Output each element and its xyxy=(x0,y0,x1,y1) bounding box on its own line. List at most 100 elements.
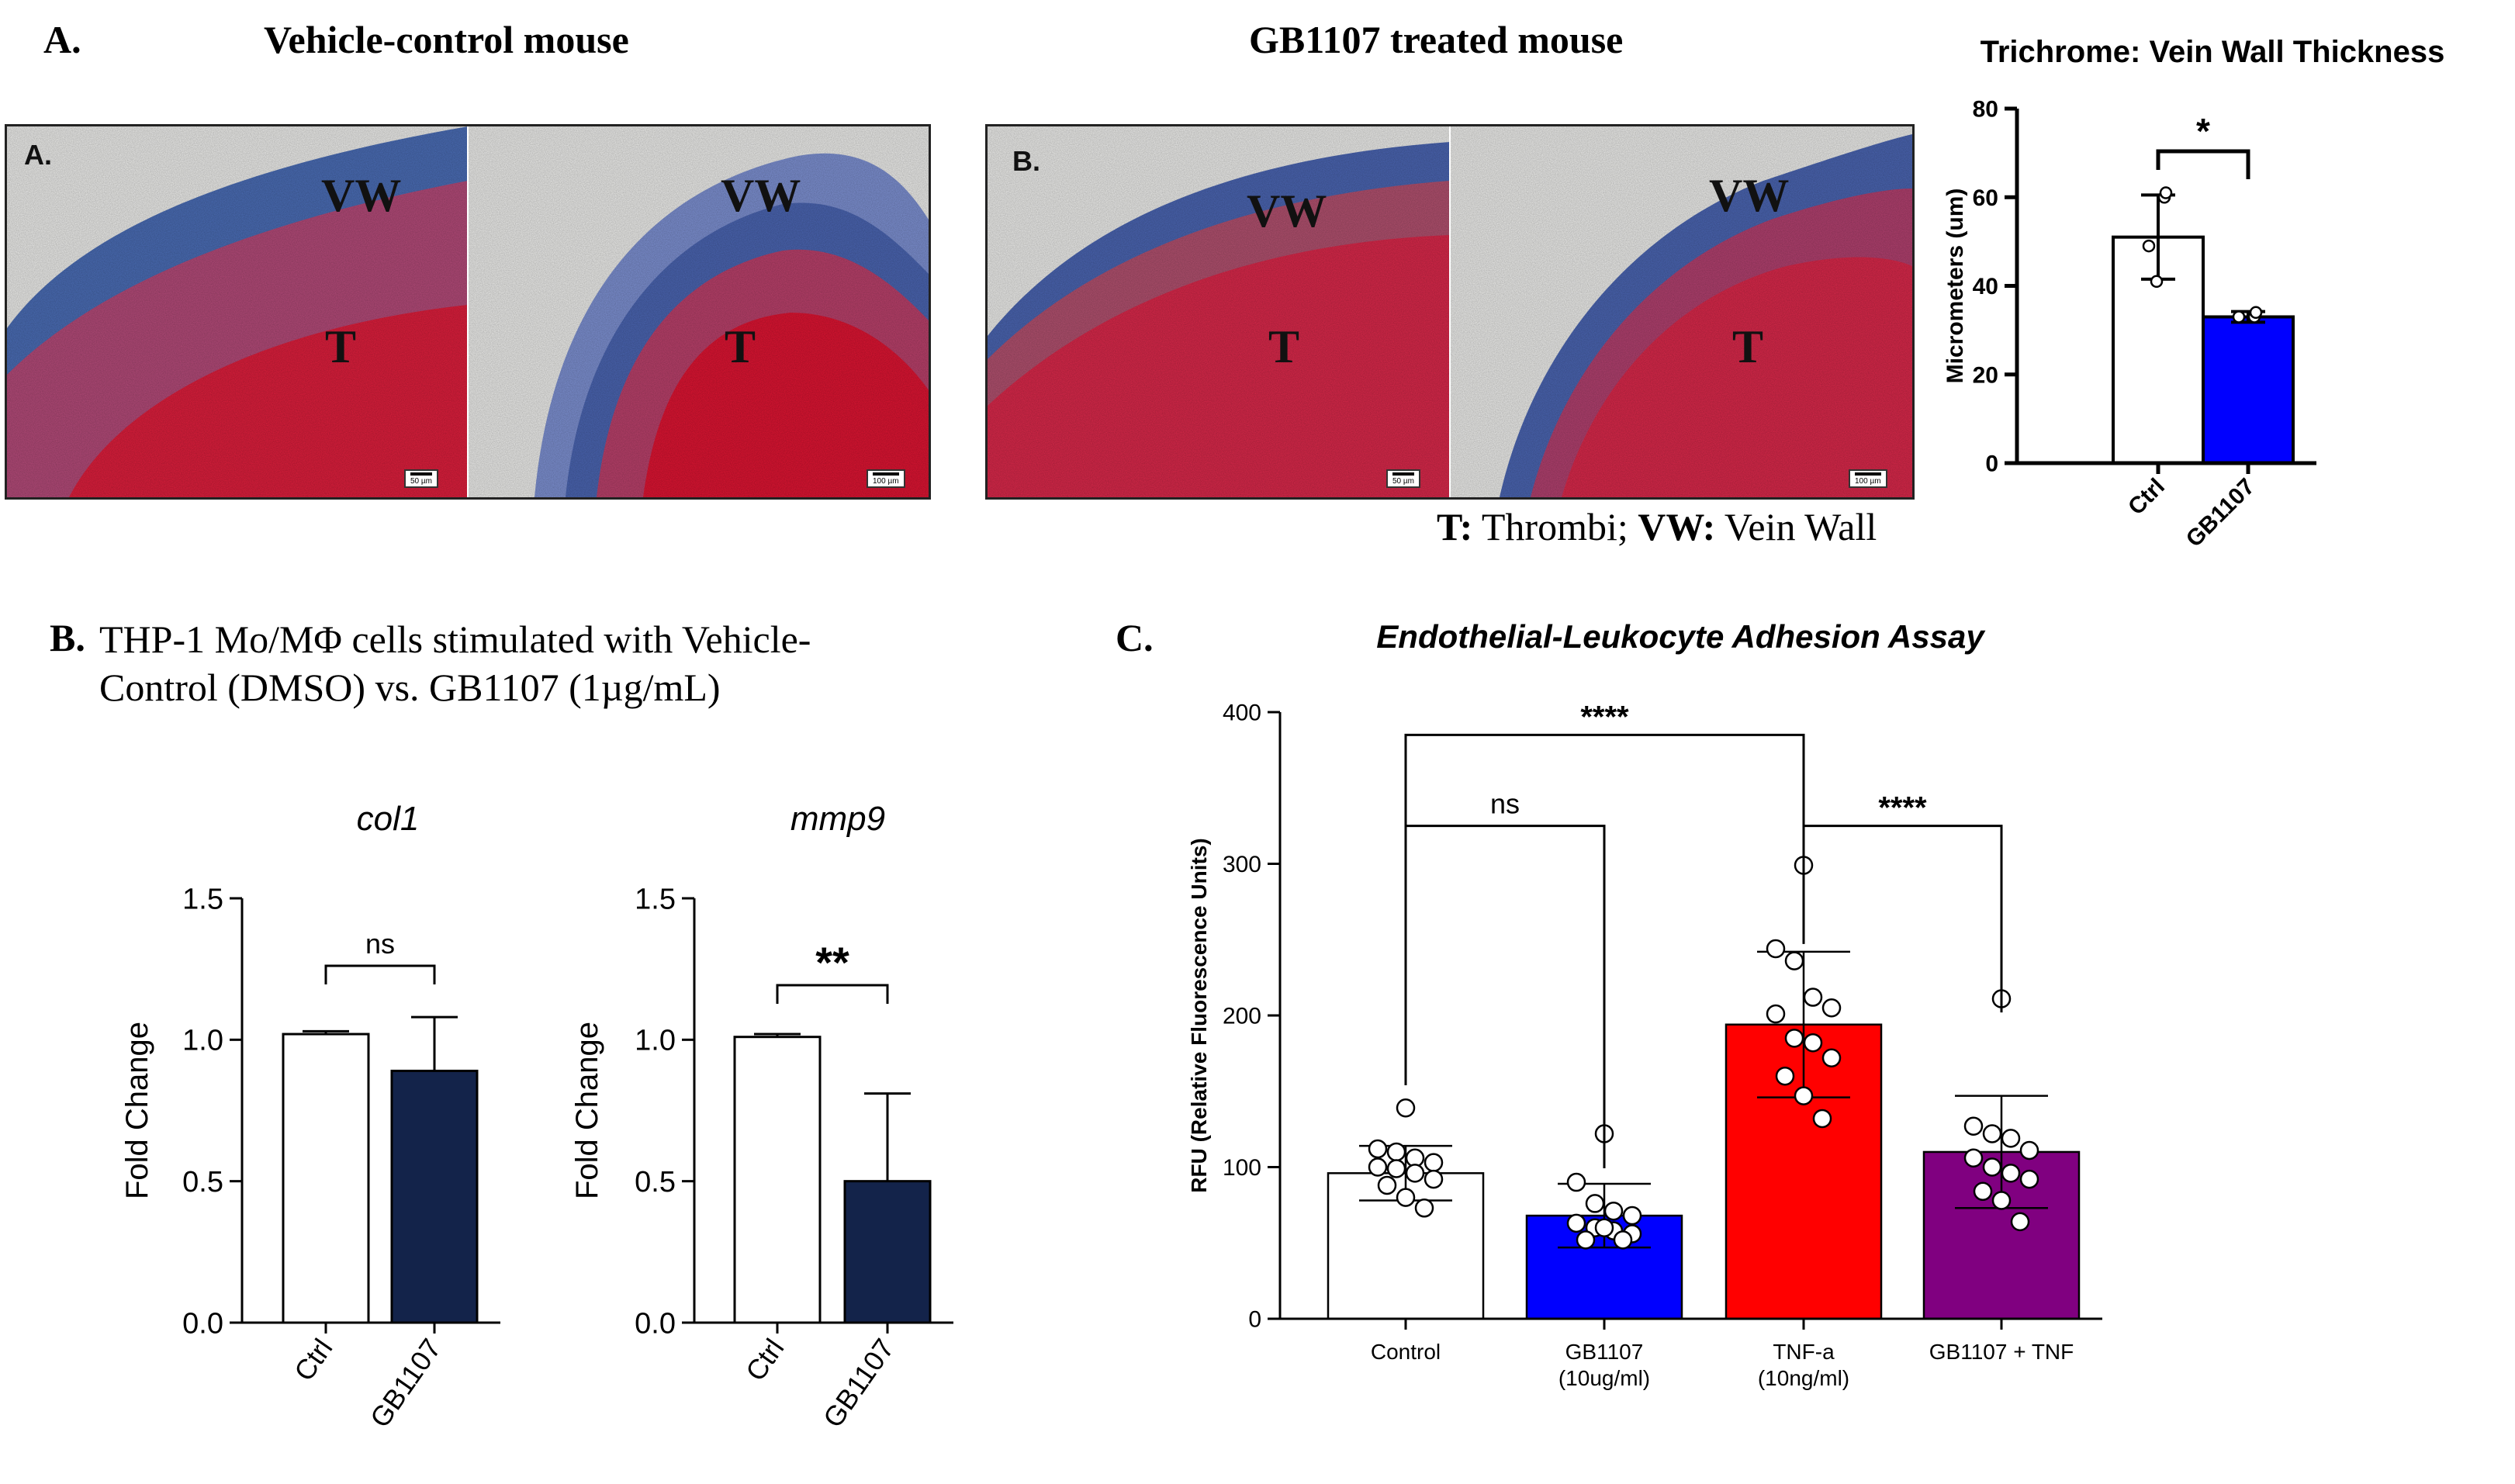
data-point xyxy=(1766,939,1786,959)
panel-b-letter: B. xyxy=(50,616,85,659)
data-point xyxy=(1566,1172,1586,1192)
bar xyxy=(390,1069,479,1324)
y-tick-label: 20 xyxy=(1973,362,1998,388)
data-point xyxy=(1775,1066,1795,1086)
data-point xyxy=(1396,1098,1416,1118)
data-point xyxy=(1803,1033,1823,1053)
data-point xyxy=(1424,1169,1444,1189)
x-tick-label: (10ng/ml) xyxy=(1758,1366,1849,1390)
vein-wall-label: VW xyxy=(1247,185,1327,237)
panel-a-letter: A. xyxy=(43,18,81,61)
data-point xyxy=(1368,1139,1388,1159)
x-tick-label: GB1107 xyxy=(1565,1340,1644,1364)
y-axis-label: Fold Change xyxy=(120,1022,154,1199)
y-tick-label: 400 xyxy=(1223,700,1261,726)
y-tick-label: 1.5 xyxy=(635,883,676,915)
vein-wall-label: VW xyxy=(1709,170,1790,221)
significance-label: ns xyxy=(1490,788,1520,820)
panel-b-description-line1: THP-1 Mo/MΦ cells stimulated with Vehicl… xyxy=(99,617,811,661)
scale-bar: 50 µm xyxy=(1386,469,1420,488)
data-point xyxy=(1784,951,1804,970)
panel-c-letter: C. xyxy=(1116,616,1154,659)
chart-title: col1 xyxy=(357,800,420,838)
y-tick-label: 0 xyxy=(1248,1307,1261,1333)
vehicle-title: Vehicle-control mouse xyxy=(264,18,629,61)
x-tick-label: GB1107 + TNF xyxy=(1929,1340,2074,1364)
data-point xyxy=(1566,1213,1586,1233)
significance-label: ns xyxy=(365,928,395,960)
x-tick-label: GB1107 xyxy=(817,1333,901,1434)
y-tick-label: 80 xyxy=(1973,97,1998,123)
legend-vw-value: Vein Wall xyxy=(1715,505,1877,548)
y-tick-label: 0.5 xyxy=(182,1166,223,1199)
scale-bar: 100 µm xyxy=(867,469,905,488)
data-point xyxy=(1414,1199,1434,1218)
data-point xyxy=(1963,1148,1984,1168)
y-tick-label: 0.0 xyxy=(182,1307,223,1340)
bar xyxy=(733,1036,822,1324)
data-point xyxy=(1603,1201,1624,1221)
y-tick-label: 0.0 xyxy=(635,1307,676,1340)
y-tick-label: 1.0 xyxy=(635,1025,676,1057)
data-point xyxy=(1794,1086,1814,1105)
x-tick-label: Control xyxy=(1371,1340,1441,1364)
x-tick-label: GB1107 xyxy=(364,1333,448,1434)
data-point xyxy=(1594,1218,1614,1237)
data-point xyxy=(2019,1169,2039,1189)
data-point xyxy=(1784,1029,1804,1048)
histology-vehicle-image: A. VW T VW T 50 µm 100 µm xyxy=(5,124,931,500)
chart-title: Trichrome: Vein Wall Thickness xyxy=(1981,35,2445,69)
x-tick-label: (10ug/ml) xyxy=(1558,1366,1650,1390)
thrombi-label: T xyxy=(1732,321,1764,372)
chart-title: mmp9 xyxy=(790,800,885,838)
bar xyxy=(2202,315,2295,465)
data-point xyxy=(1368,1157,1388,1177)
mmp9-chart: mmp9 0.0 0.5 1.0 1.5 Fold Change Ctrl GB1107 ** xyxy=(570,800,953,1434)
data-point xyxy=(2232,310,2246,323)
y-axis-label: Micrometers (um) xyxy=(1942,189,1968,384)
panel-b-description: THP-1 Mo/MΦ cells stimulated with Vehicl… xyxy=(99,615,811,711)
y-tick-label: 100 xyxy=(1223,1155,1261,1181)
histology-legend: T: Thrombi; VW: Vein Wall xyxy=(1437,504,1877,549)
significance-label: **** xyxy=(1580,700,1629,734)
image-a-letter: A. xyxy=(24,139,52,171)
data-point xyxy=(2001,1129,2021,1148)
panel-b-description-line2: Control (DMSO) vs. GB1107 (1µg/mL) xyxy=(99,666,721,709)
trichrome-chart: Trichrome: Vein Wall Thickness 0 20 40 60 80 M… xyxy=(1942,35,2445,552)
data-point xyxy=(1803,988,1823,1007)
histology-treated-image: B. VW T VW T 50 µm 100 µm xyxy=(985,124,1915,500)
data-point xyxy=(1821,998,1842,1018)
data-point xyxy=(1396,1188,1416,1207)
y-tick-label: 0.5 xyxy=(635,1166,676,1199)
data-point xyxy=(1812,1109,1832,1129)
significance-bracket xyxy=(1802,825,2003,1013)
data-point xyxy=(2010,1212,2030,1232)
x-tick-label: TNF-a xyxy=(1773,1340,1835,1364)
data-point xyxy=(1613,1230,1633,1250)
thrombi-label: T xyxy=(1268,321,1300,372)
chart-title: Endothelial-Leukocyte Adhesion Assay xyxy=(1376,618,1986,655)
data-point xyxy=(1963,1116,1984,1136)
x-tick-label: Ctrl xyxy=(739,1333,790,1386)
x-tick-label: Ctrl xyxy=(288,1333,339,1386)
data-point xyxy=(1576,1230,1596,1250)
data-point xyxy=(2249,306,2263,320)
significance-bracket xyxy=(2156,149,2250,179)
data-point xyxy=(1424,1153,1444,1172)
thrombi-label: T xyxy=(325,321,357,372)
adhesion-assay-chart: Endothelial-Leukocyte Adhesion Assay 0 100… xyxy=(1187,618,2102,1390)
scale-bar: 50 µm xyxy=(404,469,438,488)
y-tick-label: 200 xyxy=(1223,1004,1261,1029)
y-tick-label: 300 xyxy=(1223,852,1261,877)
bar xyxy=(843,1180,932,1324)
data-point xyxy=(1585,1194,1605,1213)
data-point xyxy=(1991,1191,2012,1210)
thrombi-label: T xyxy=(725,321,756,372)
data-point xyxy=(1973,1181,1993,1202)
y-tick-label: 60 xyxy=(1973,185,1998,211)
significance-bracket xyxy=(776,984,889,1004)
scale-bar: 100 µm xyxy=(1849,469,1887,488)
y-tick-label: 1.5 xyxy=(182,883,223,915)
data-point xyxy=(1386,1142,1406,1162)
data-point xyxy=(1622,1206,1642,1226)
